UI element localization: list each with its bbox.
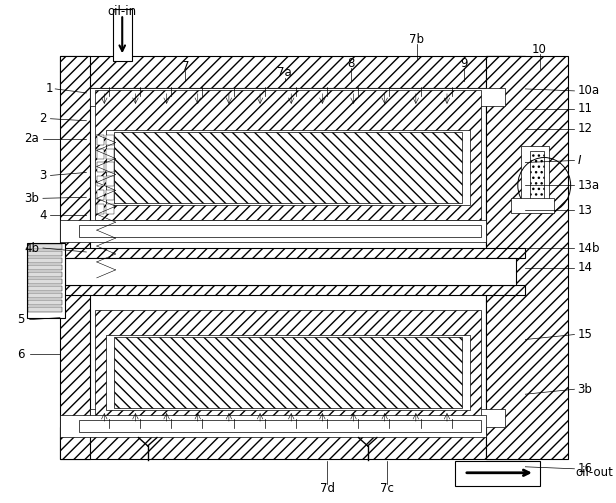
Text: 5: 5 [18,313,25,326]
Bar [97,204,104,214]
Bar [28,272,62,277]
Text: 2a: 2a [25,132,39,145]
Text: 4: 4 [39,209,47,222]
Bar [27,243,65,317]
Text: 10a: 10a [577,85,599,98]
Bar [60,415,485,437]
Bar [60,427,525,459]
Bar [106,162,114,173]
Bar [95,90,481,220]
Bar [106,334,469,410]
Text: 8: 8 [347,56,354,69]
Bar [60,248,525,258]
Text: 9: 9 [460,56,468,69]
Bar [65,258,516,285]
Text: oil-in: oil-in [108,6,137,19]
Bar [106,135,114,144]
Text: oil-out: oil-out [575,466,614,479]
Text: 13a: 13a [577,179,599,192]
Bar [511,198,554,213]
Bar [485,56,525,459]
Bar [114,132,462,203]
Text: 3: 3 [39,169,47,182]
Bar [90,88,505,106]
Bar [60,56,525,88]
Bar [60,220,485,242]
Bar [114,337,462,408]
Bar [28,286,62,291]
Bar [60,56,90,459]
Bar [28,293,62,298]
Text: 11: 11 [577,102,592,115]
Text: 15: 15 [577,328,592,341]
Bar [28,300,62,305]
Bar [113,10,132,61]
Bar [97,177,104,187]
Text: 7d: 7d [320,482,334,495]
Bar [106,148,114,158]
Text: 16: 16 [577,462,592,475]
Bar [97,148,104,158]
Bar [28,265,62,270]
Bar [28,279,62,284]
Text: 12: 12 [577,122,592,135]
Text: 14: 14 [577,262,592,275]
Text: 7b: 7b [409,33,424,46]
Bar [95,310,481,425]
Bar [97,190,104,200]
Bar [79,225,481,237]
Text: 3b: 3b [577,383,592,396]
Bar [106,190,114,200]
Bar [455,461,540,486]
Bar [28,244,62,249]
Text: 7c: 7c [379,482,394,495]
Bar [79,420,481,432]
Text: 7a: 7a [277,66,292,79]
Bar [106,177,114,187]
Text: 3b: 3b [24,192,39,205]
Bar [28,251,62,256]
Bar [521,145,549,205]
Text: 4b: 4b [24,241,39,255]
Text: 2: 2 [39,112,47,125]
Bar [90,409,505,427]
Bar [97,162,104,173]
Bar [28,307,62,312]
Text: 6: 6 [17,348,25,361]
Bar [97,135,104,144]
Bar [106,204,114,214]
Bar [60,285,525,295]
Bar [485,56,568,459]
Text: 10: 10 [532,43,547,56]
Text: 7: 7 [182,59,189,72]
Bar [106,130,469,205]
Text: 13: 13 [577,204,592,217]
Bar [28,258,62,263]
Text: 14b: 14b [577,241,600,255]
Bar [530,150,544,200]
Text: I: I [577,154,581,167]
Text: 1: 1 [46,82,54,96]
